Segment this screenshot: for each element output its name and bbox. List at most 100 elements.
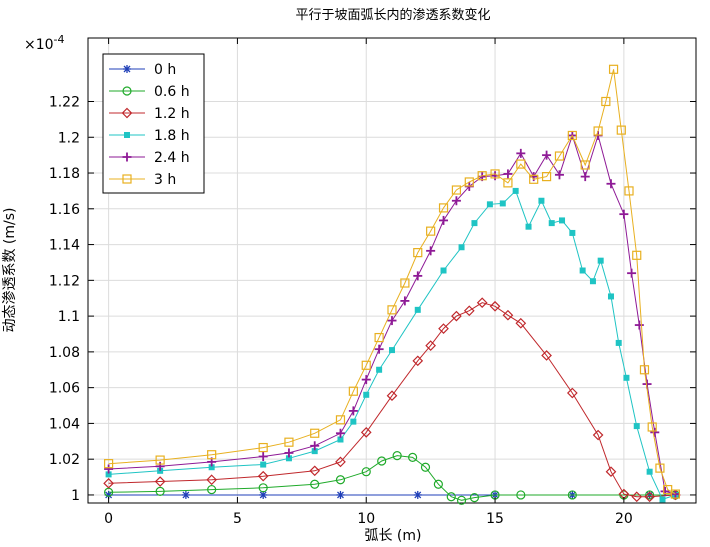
- plot-area: [87, 37, 697, 505]
- data-point: [451, 310, 462, 322]
- data-point: [386, 390, 398, 402]
- data-point: [414, 306, 421, 313]
- y-tick-label: 1: [71, 488, 80, 504]
- data-point: [451, 196, 461, 206]
- data-point: [567, 130, 577, 141]
- data-point: [258, 483, 268, 493]
- data-point: [631, 491, 643, 503]
- data-point: [285, 455, 292, 462]
- data-point: [515, 317, 527, 329]
- x-tick-label: 5: [233, 511, 242, 527]
- y-tick-label: 1.04: [49, 416, 80, 432]
- data-point: [438, 323, 449, 334]
- y-tick-label: 1.22: [49, 94, 80, 110]
- data-point: [348, 406, 358, 416]
- data-point: [503, 169, 513, 179]
- data-point: [660, 486, 670, 496]
- series-layer: [103, 64, 681, 505]
- data-point: [376, 366, 383, 373]
- data-point: [387, 305, 397, 315]
- data-point: [503, 178, 513, 188]
- data-point: [541, 172, 552, 182]
- data-point: [104, 459, 114, 469]
- y-axis-label: 动态渗透系数 (m/s): [2, 207, 18, 332]
- data-point: [154, 476, 166, 487]
- data-point: [605, 466, 617, 478]
- legend-item: 0.6 h: [109, 84, 190, 100]
- data-point: [559, 217, 566, 224]
- data-point: [374, 332, 384, 343]
- data-point: [374, 344, 384, 354]
- data-point: [469, 493, 480, 503]
- data-point: [257, 470, 269, 482]
- data-point: [516, 490, 526, 500]
- data-point: [646, 468, 653, 475]
- data-point: [623, 374, 630, 381]
- data-point: [516, 159, 526, 169]
- data-point: [650, 427, 660, 437]
- legend-item: 1.8 h: [109, 128, 190, 144]
- y-tick-label: 1.12: [49, 273, 80, 289]
- y-tick-label: 1.1: [58, 309, 80, 325]
- data-point: [335, 456, 346, 468]
- data-point: [490, 169, 500, 179]
- plot-area-border: [87, 37, 697, 504]
- data-point: [310, 441, 320, 451]
- data-point: [627, 268, 637, 278]
- chart-title: 平行于坡面弧长内的渗透系数变化: [295, 7, 490, 23]
- data-point: [104, 464, 114, 474]
- data-point: [548, 220, 555, 227]
- data-point: [310, 479, 320, 489]
- data-point: [336, 490, 345, 499]
- data-point: [463, 305, 475, 317]
- data-point: [471, 220, 478, 227]
- data-point: [350, 418, 357, 425]
- data-point: [489, 300, 501, 312]
- legend-marker: [122, 174, 132, 184]
- y-exponent-power: -4: [54, 33, 65, 46]
- data-point: [529, 174, 539, 184]
- data-point: [476, 297, 488, 309]
- data-point: [464, 177, 474, 187]
- data-point: [601, 96, 611, 107]
- legend: 0 h 0.6 h 1.2 h 1.8 h 2.4 h 3 h: [102, 53, 205, 194]
- data-point: [670, 489, 680, 499]
- data-point: [569, 229, 576, 236]
- y-tick-label: 1.16: [49, 202, 80, 218]
- series-1: [104, 451, 680, 505]
- data-point: [413, 490, 422, 499]
- data-point: [607, 293, 614, 300]
- data-point: [363, 391, 370, 398]
- data-point: [639, 365, 650, 375]
- data-point: [608, 64, 619, 74]
- data-point: [425, 340, 436, 351]
- data-point: [335, 428, 345, 438]
- x-tick-label: 10: [357, 511, 375, 527]
- data-point: [616, 125, 626, 135]
- data-point: [207, 450, 217, 460]
- data-point: [615, 339, 622, 346]
- y-tick-label: 1.14: [49, 238, 80, 254]
- legend-item: 1.2 h: [109, 106, 190, 122]
- data-point: [632, 250, 642, 260]
- data-point: [446, 492, 456, 502]
- x-tick-label: 15: [486, 511, 504, 527]
- data-point: [259, 490, 268, 499]
- legend-item: 0 h: [109, 62, 176, 78]
- data-point: [579, 267, 586, 274]
- y-tick-label: 1.18: [49, 166, 80, 182]
- data-point: [580, 172, 590, 182]
- data-point: [392, 451, 402, 461]
- data-point: [426, 226, 436, 236]
- y-tick-labels: 1 1.02 1.04 1.06 1.08 1.1 1.12 1.14 1.16 1.18 1.2 1…: [49, 94, 696, 504]
- data-point: [645, 490, 655, 500]
- y-exponent-label: ×10-4: [24, 33, 65, 53]
- data-point: [554, 170, 564, 180]
- data-point: [644, 491, 655, 503]
- data-point: [208, 464, 215, 471]
- data-point: [360, 427, 372, 438]
- data-point: [181, 490, 190, 499]
- y-tick-label: 1.08: [49, 345, 80, 361]
- data-point: [155, 455, 165, 465]
